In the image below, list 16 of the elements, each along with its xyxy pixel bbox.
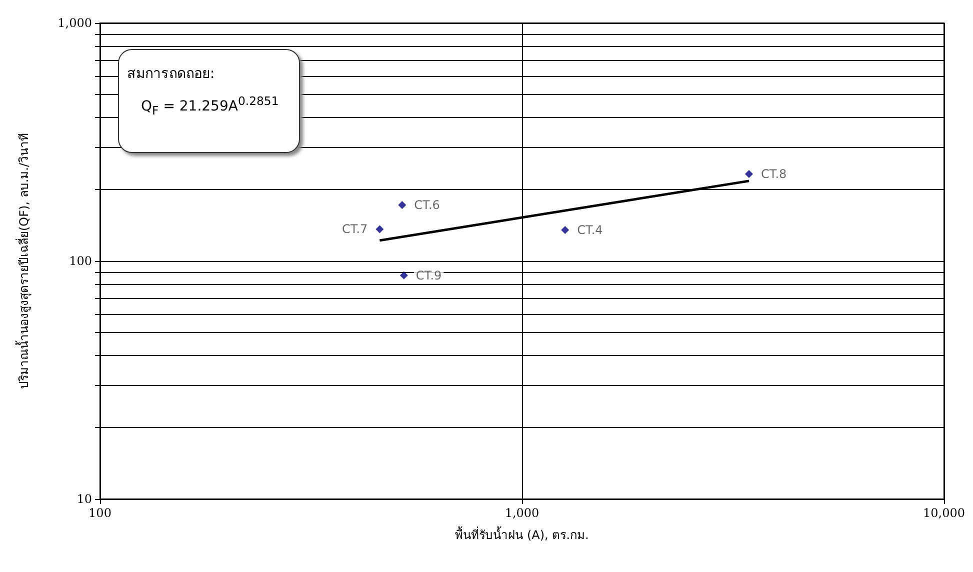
annotation: Q$_{F}$ = 21.259A$^{0.2851}$ xyxy=(140,94,280,118)
data-label: CT.8 xyxy=(760,167,787,182)
data-label: CT.6 xyxy=(414,198,440,212)
data-label: CT.4 xyxy=(577,222,603,237)
x-axis-title: พื้นที่รับน้ำฝน (A), ตร.กม. xyxy=(455,526,589,542)
y-axis-title: ปริมาณน้ำนองสูงสุดรายปีเฉลี่ย(QF), ลบ.ม./วินาที xyxy=(15,132,32,390)
callout-box: สมการถดถอย: Q$_{F}$ = 21.259A$^{0.2851}$ xyxy=(118,49,300,153)
x-tick-label: 1,000 xyxy=(504,506,540,520)
x-tick-label: 100 xyxy=(88,506,112,520)
y-tick-label: 100 xyxy=(69,254,92,268)
y-tick-label: 10 xyxy=(76,492,92,506)
data-label: CT.9 xyxy=(416,268,442,282)
data-label: CT.7 xyxy=(342,222,368,236)
annotation: สมการถดถอย: xyxy=(127,65,216,84)
x-tick-label: 10,000 xyxy=(923,506,965,520)
y-tick-label: 1,000 xyxy=(58,16,92,30)
